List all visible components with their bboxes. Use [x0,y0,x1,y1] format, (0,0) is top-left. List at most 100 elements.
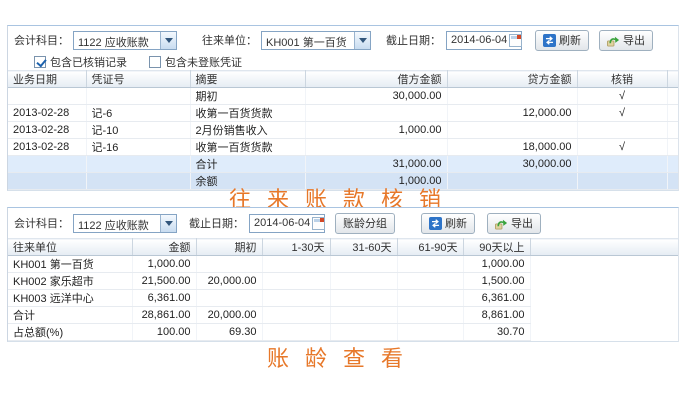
account-subject-select[interactable]: 1122 应收账款 [73,30,177,50]
cell [196,255,263,273]
table-row[interactable]: 2013-02-28 记-10 2月份销售收入 1,000.00 [8,121,678,139]
cell [330,255,398,273]
cell [667,104,678,122]
cell [667,172,678,190]
cell [397,272,464,290]
calendar-icon[interactable] [312,216,326,230]
column-header[interactable]: 1-30天 [262,238,331,256]
cell [530,272,678,290]
cell: 8,861.00 [463,306,531,324]
column-header[interactable]: 借方金额 [305,70,448,88]
include-written-off-checkbox[interactable] [34,56,46,68]
table-row[interactable]: 期初 30,000.00 √ [8,87,678,105]
cutoff-date-label: 截止日期： [386,35,441,47]
refresh-button[interactable]: 刷新 [421,212,475,234]
table-row[interactable]: KH001 第一百货 1,000.00 1,000.00 [8,255,678,273]
cell: 1,000.00 [305,172,448,190]
table-row[interactable]: 2013-02-28 记-6 收第一百货货款 12,000.00 √ [8,104,678,122]
column-header[interactable] [530,238,678,256]
include-written-off-label: 包含已核销记录 [50,57,127,69]
cell: 余额 [190,172,306,190]
column-header[interactable]: 贷方金额 [447,70,578,88]
cell [530,323,678,341]
cell: 2013-02-28 [8,104,87,122]
header-row: 业务日期 凭证号 摘要 借方金额 贷方金额 核销 [8,70,678,88]
cell: 记-10 [86,121,191,139]
cell: 69.30 [196,323,263,341]
cell [397,289,464,307]
writeoff-table: 业务日期 凭证号 摘要 借方金额 贷方金额 核销 期初 30,000.00 √ 2013-02-2… [8,70,678,190]
filter-row: 包含已核销记录 包含未登账凭证 [8,54,678,70]
account-subject-value: 1122 应收账款 [78,219,149,232]
cell: √ [577,87,668,105]
cutoff-date-input[interactable]: 2014-06-04 [249,213,326,233]
column-header[interactable] [667,70,678,88]
table-row[interactable]: 合计 31,000.00 30,000.00 [8,155,678,173]
column-header[interactable]: 核销 [577,70,668,88]
cell: 31,000.00 [305,155,448,173]
export-icon [607,36,620,47]
cell: 合计 [8,306,133,324]
column-header[interactable]: 摘要 [190,70,306,88]
column-header[interactable]: 90天以上 [463,238,531,256]
cell: 1,500.00 [463,272,531,290]
cell [530,289,678,307]
column-header[interactable]: 61-90天 [397,238,464,256]
cell [8,172,87,190]
cell: 20,000.00 [196,306,263,324]
column-header[interactable]: 凭证号 [86,70,191,88]
column-header[interactable]: 往来单位 [8,238,133,256]
include-unposted-checkbox[interactable] [149,56,161,68]
aging-group-button-label: 账龄分组 [343,218,387,230]
cell: 21,500.00 [132,272,197,290]
cell: 1,000.00 [305,121,448,139]
cell: 2013-02-28 [8,121,87,139]
column-header[interactable]: 期初 [196,238,263,256]
export-icon [495,219,508,230]
aging-toolbar: 会计科目： 1122 应收账款 截止日期： 2014-06-04 账龄分组 刷新 [8,208,678,238]
table-row[interactable]: 2013-02-28 记-16 收第一百货货款 18,000.00 √ [8,138,678,156]
chevron-down-icon[interactable] [354,31,370,49]
counterparty-label: 往来单位： [202,35,257,47]
column-header[interactable]: 金额 [132,238,197,256]
writeoff-toolbar: 会计科目： 1122 应收账款 往来单位： KH001 第一百货 截止日期： 2… [8,26,678,54]
cell: 记-6 [86,104,191,122]
cell [667,155,678,173]
export-button-label: 导出 [623,35,645,47]
refresh-icon [429,216,442,230]
table-row[interactable]: KH003 远洋中心 6,361.00 6,361.00 [8,289,678,307]
aging-caption: 账龄查看 [266,346,419,371]
cell: 100.00 [132,323,197,341]
calendar-icon[interactable] [509,33,523,47]
aging-group-button[interactable]: 账龄分组 [335,212,395,234]
column-header[interactable]: 业务日期 [8,70,87,88]
cell [577,155,668,173]
cell: 30,000.00 [447,155,578,173]
export-button[interactable]: 导出 [487,212,541,234]
chevron-down-icon[interactable] [160,31,176,49]
writeoff-panel: 会计科目： 1122 应收账款 往来单位： KH001 第一百货 截止日期： 2… [7,25,679,191]
table-row[interactable]: KH002 家乐超市 21,500.00 20,000.00 1,500.00 [8,272,678,290]
cell: 记-16 [86,138,191,156]
cell: 6,361.00 [463,289,531,307]
counterparty-select[interactable]: KH001 第一百货 [261,30,371,50]
export-button[interactable]: 导出 [599,29,653,51]
cell [305,138,448,156]
table-row[interactable]: 余额 1,000.00 [8,172,678,190]
cell [397,255,464,273]
account-subject-select[interactable]: 1122 应收账款 [73,213,177,233]
chevron-down-icon[interactable] [160,214,176,232]
column-header[interactable]: 31-60天 [330,238,398,256]
cutoff-date-input[interactable]: 2014-06-04 [446,30,523,50]
cell [262,323,331,341]
cell [667,87,678,105]
table-row[interactable]: 合计 28,861.00 20,000.00 8,861.00 [8,306,678,324]
cell: 1,000.00 [132,255,197,273]
cell: 6,361.00 [132,289,197,307]
refresh-button[interactable]: 刷新 [535,29,589,51]
refresh-button-label: 刷新 [445,218,467,230]
account-subject-value: 1122 应收账款 [78,36,149,49]
table-row[interactable]: 占总额(%) 100.00 69.30 30.70 [8,323,678,341]
cell [86,155,191,173]
